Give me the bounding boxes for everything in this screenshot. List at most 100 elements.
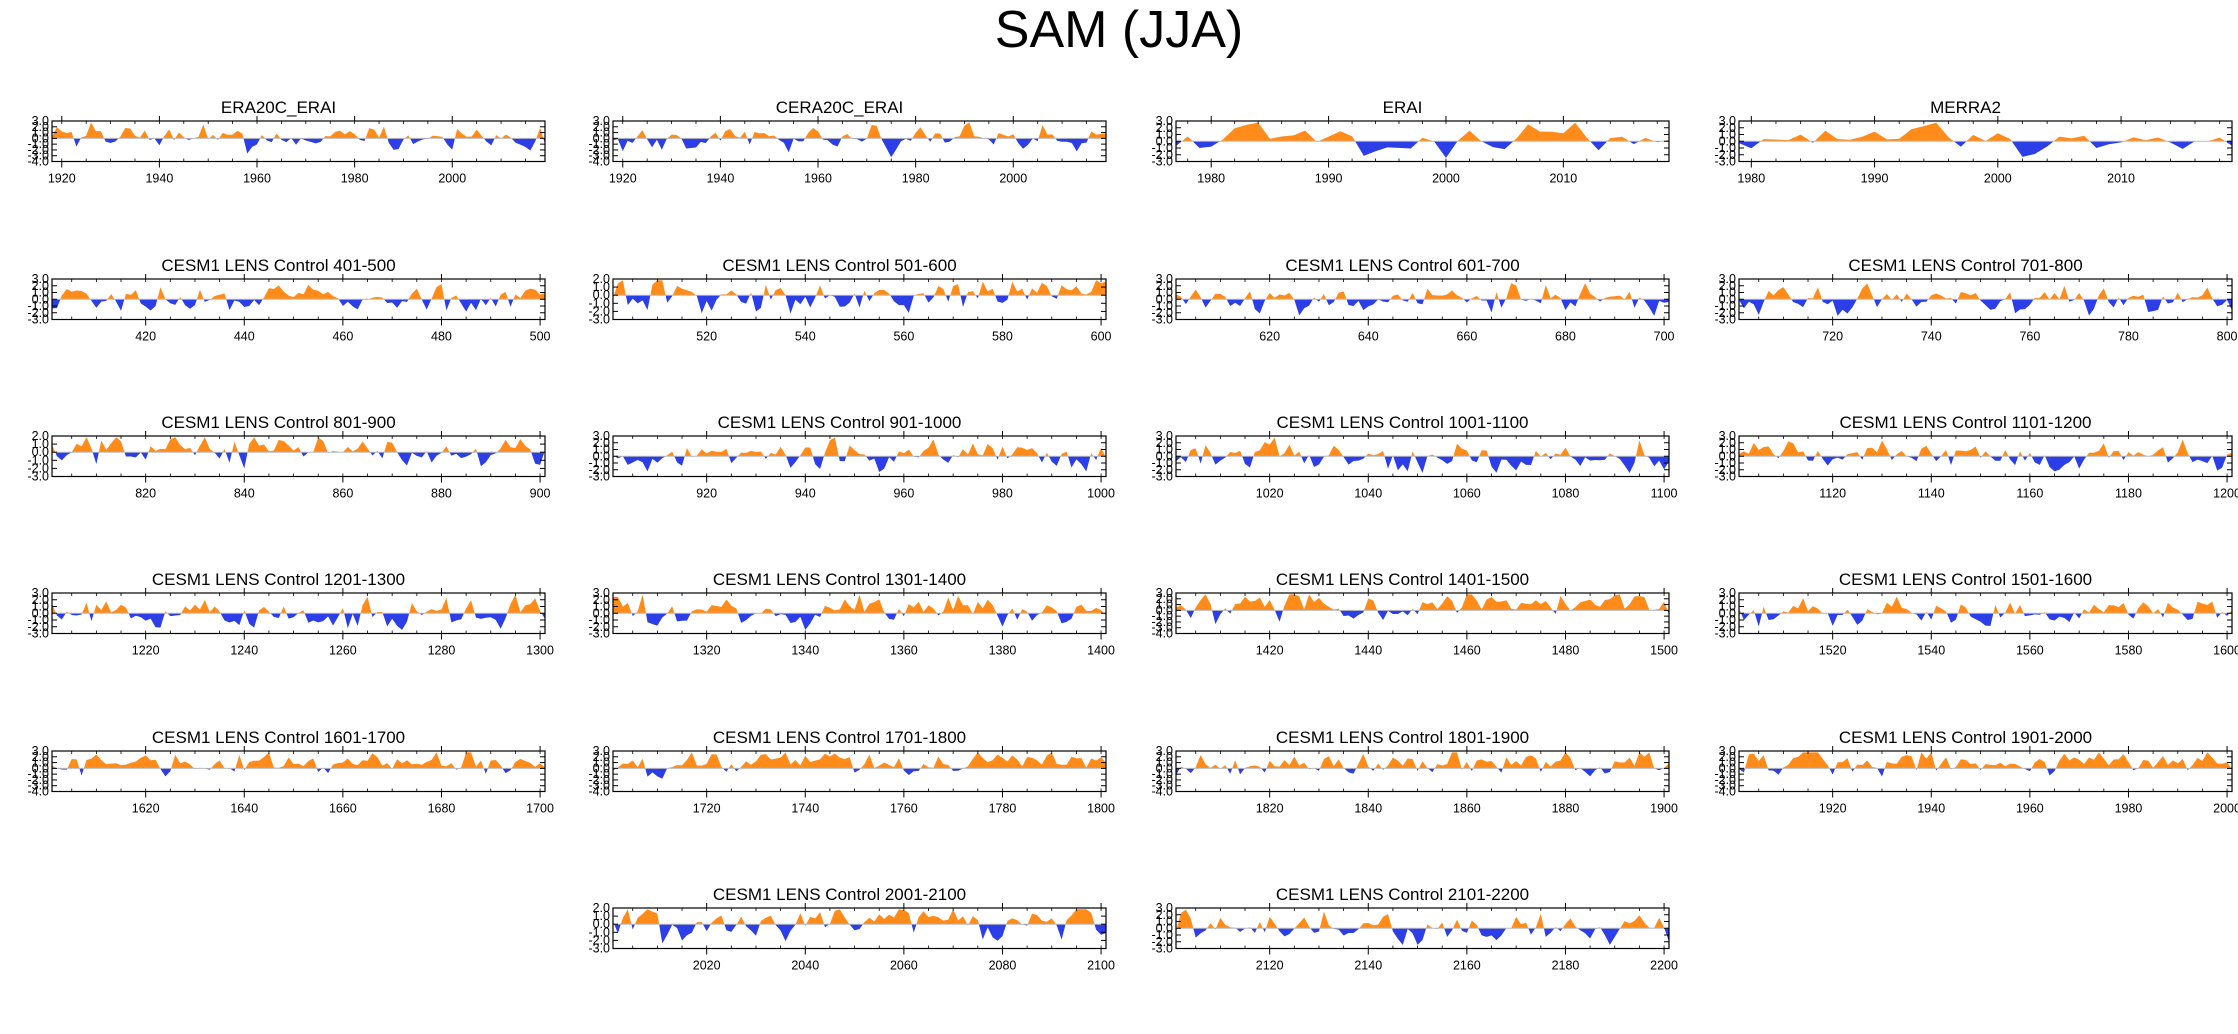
- y-tick-label: -1.0: [1714, 141, 1736, 155]
- positive-area: [613, 909, 1095, 925]
- y-tick-label: -1.0: [1151, 609, 1173, 623]
- y-tick-label: -1.0: [1714, 299, 1736, 313]
- x-tick-label: 1500: [1650, 644, 1678, 658]
- y-tick-label: 0.0: [593, 131, 610, 145]
- y-tick-label: -2.0: [588, 773, 610, 787]
- y-tick-label: -1.0: [1714, 767, 1736, 781]
- x-tick-label: 2120: [1256, 959, 1284, 973]
- panel-title: CESM1 LENS Control 901-1000: [717, 413, 962, 432]
- negative-area: [613, 295, 1058, 314]
- chart-panel: CESM1 LENS Control 1201-1300 3.0 2.0 1.0 0.0…: [12, 570, 554, 662]
- negative-area: [1176, 456, 1669, 473]
- y-tick-label: -1.0: [588, 925, 610, 939]
- timeseries-plot: 2.01.00.0-1.0-2.0-3.0 2020 2040 2060 2080 210…: [588, 901, 1115, 973]
- y-tick-label: -3.0: [1151, 155, 1173, 169]
- y-tick-label: 1.0: [593, 600, 610, 614]
- x-tick-label: 1460: [1453, 644, 1481, 658]
- x-tick-label: 1840: [1354, 802, 1382, 816]
- y-tick-label: 0.0: [593, 606, 610, 620]
- panel-title: CESM1 LENS Control 1101-1200: [1839, 413, 2092, 432]
- y-tick-label: 3.0: [1156, 586, 1173, 600]
- chart-panel: CESM1 LENS Control 2101-2200 3.0 2.0 1.0 0.0…: [1136, 885, 1678, 977]
- x-tick-label: 2000: [999, 172, 1027, 186]
- y-tick-label: -3.0: [27, 313, 49, 327]
- y-tick-label: -3.0: [1714, 313, 1736, 327]
- y-tick-label: 0.0: [593, 449, 610, 463]
- y-tick-label: 3.0: [32, 272, 49, 286]
- y-tick-label: 0.0: [1719, 134, 1736, 148]
- x-tick-label: 1960: [804, 172, 832, 186]
- positive-area: [52, 594, 542, 614]
- timeseries-plot: 3.02.01.00.0-1.0-2.0-3.0-4.0 1820 1840 1860…: [1151, 744, 1678, 816]
- x-tick-label: 1520: [1819, 644, 1847, 658]
- x-tick-label: 1400: [1087, 644, 1115, 658]
- y-tick-label: -4.0: [1714, 785, 1736, 799]
- y-tick-label: 3.0: [1719, 272, 1736, 286]
- x-tick-label: 1320: [693, 644, 721, 658]
- y-tick-label: -3.0: [1714, 779, 1736, 793]
- x-tick-label: 960: [893, 487, 914, 501]
- panel-title: CESM1 LENS Control 1801-1900: [1275, 728, 1530, 747]
- y-tick-label: -2.0: [588, 463, 610, 477]
- timeseries-plot: 3.02.01.00.0-1.0-2.0-3.0-4.0 1920 1940 1960…: [1714, 744, 2238, 816]
- x-tick-label: 2000: [2213, 802, 2238, 816]
- x-tick-label: 660: [1456, 330, 1477, 344]
- chart-panel: CERA20C_ERAI 3.0 2.0 1.0 0.0 -1.0 -2.0 -3.0 -4.0…: [573, 98, 1113, 190]
- y-tick-label: 0.0: [1156, 761, 1173, 775]
- y-tick-label: 0.0: [593, 288, 610, 302]
- x-tick-label: 1990: [1315, 172, 1343, 186]
- y-tick-label: 0.0: [32, 292, 49, 306]
- chart-panel: CESM1 LENS Control 1001-1100 3.0 2.0 1.0 0.0…: [1136, 413, 1677, 505]
- panel-title: CESM1 LENS Control 1001-1100: [1276, 413, 1529, 432]
- x-tick-label: 500: [530, 330, 551, 344]
- y-tick-label: 0.0: [1719, 606, 1736, 620]
- y-tick-label: 3.0: [1719, 744, 1736, 758]
- y-tick-label: 1.0: [1156, 286, 1173, 300]
- x-tick-label: 540: [795, 330, 816, 344]
- y-tick-label: -2.0: [27, 461, 49, 475]
- negative-area: [1776, 456, 2227, 472]
- x-tick-label: 2180: [1552, 959, 1580, 973]
- y-tick-label: -2.0: [27, 620, 49, 634]
- y-tick-label: -3.0: [588, 627, 610, 641]
- panel-title: CESM1 LENS Control 801-900: [161, 413, 396, 432]
- negative-area: [1739, 141, 2232, 157]
- x-tick-label: 2200: [1650, 959, 1678, 973]
- x-tick-label: 1060: [1453, 487, 1481, 501]
- x-tick-label: 1940: [145, 172, 173, 186]
- y-tick-label: 0.0: [1156, 134, 1173, 148]
- panel-title: CESM1 LENS Control 1401-1500: [1275, 570, 1530, 589]
- y-tick-label: 0.0: [1156, 921, 1173, 935]
- x-tick-label: 2140: [1354, 959, 1382, 973]
- negative-area: [1182, 299, 1669, 316]
- x-tick-label: 840: [234, 487, 255, 501]
- x-tick-label: 1960: [243, 172, 271, 186]
- positive-area: [1176, 594, 1668, 611]
- x-tick-label: 440: [234, 330, 255, 344]
- y-tick-label: 0.0: [32, 131, 49, 145]
- y-tick-label: 2.0: [593, 901, 610, 915]
- x-tick-label: 1980: [2115, 802, 2143, 816]
- negative-area: [1186, 610, 1669, 625]
- x-tick-label: 1920: [1819, 802, 1847, 816]
- negative-area: [631, 613, 1106, 630]
- panel-title: ERAI: [1382, 98, 1423, 117]
- y-tick-label: -4.0: [27, 155, 49, 169]
- y-tick-label: 0.0: [593, 917, 610, 931]
- negative-area: [1176, 768, 1664, 777]
- positive-area: [1745, 752, 2232, 769]
- x-tick-label: 600: [1091, 330, 1112, 344]
- timeseries-plot: 3.02.01.00.0-1.0-2.0-3.0 1220 1240 1260 1280…: [27, 586, 554, 658]
- plot-frame: [612, 278, 1107, 321]
- positive-area: [1188, 437, 1647, 457]
- x-tick-label: 1280: [428, 644, 456, 658]
- y-tick-label: 0.0: [1156, 449, 1173, 463]
- x-tick-label: 1820: [1256, 802, 1284, 816]
- x-tick-label: 1700: [526, 802, 554, 816]
- chart-panel: ERAI 3.0 2.0 1.0 0.0 -1.0 -2.0 -3.0 1980 1990 2000…: [1136, 98, 1676, 190]
- y-tick-label: -1.0: [1151, 928, 1173, 942]
- chart-panel: CESM1 LENS Control 1101-1200 3.0 2.0 1.0 0.0…: [1699, 413, 2238, 505]
- panel-title: CESM1 LENS Control 601-700: [1285, 256, 1520, 275]
- positive-area: [616, 752, 1106, 769]
